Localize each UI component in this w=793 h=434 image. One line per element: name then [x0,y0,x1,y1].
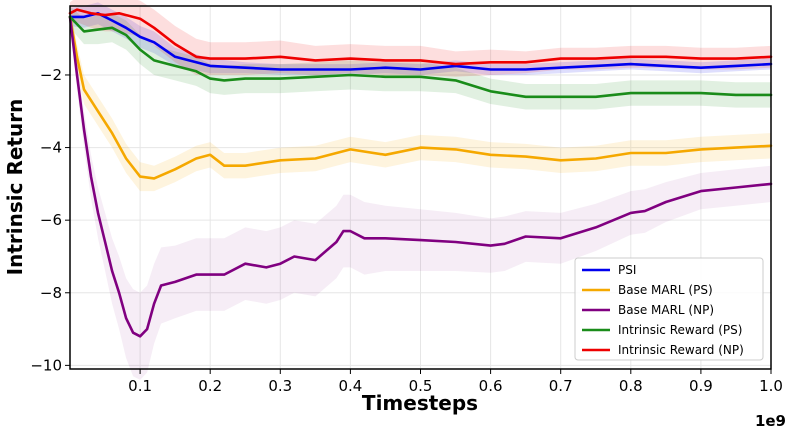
x-tick-label: 0.8 [619,377,643,395]
x-axis-title: Timesteps [362,391,478,415]
legend-label-1: Base MARL (PS) [618,283,713,297]
line-series-3 [68,15,773,99]
legend: PSI Base MARL (PS) Base MARL (NP) Intrinsic… [574,257,764,361]
legend-label-3: Intrinsic Reward (PS) [618,323,742,337]
x-tick-label: 0.5 [409,377,433,395]
line-series-0 [68,12,773,71]
x-tick-label: 0.4 [338,377,362,395]
x-tick-label: 1.0 [759,377,783,395]
line-series-1 [68,15,773,180]
band-series-3 [70,6,771,110]
y-tick-label: −8 [40,284,62,302]
x-tick-label: 0.3 [268,377,292,395]
y-axis-ticks: −2 −4 −6 −8 −10 [30,66,70,374]
x-axis-ticks: 0.1 0.2 0.3 0.4 0.5 0.6 0.7 0.8 0.9 1.0 [128,369,783,395]
x-tick-label: 0.6 [479,377,503,395]
x-tick-label: 0.9 [689,377,713,395]
x-tick-label: 0.2 [198,377,222,395]
line-series-4 [68,8,773,66]
x-tick-label: 0.7 [549,377,573,395]
legend-frame [574,257,764,361]
band-series-2 [70,6,771,380]
legend-label-2: Base MARL (NP) [618,303,714,317]
y-tick-label: −10 [30,356,62,374]
legend-label-0: PSI [618,263,636,277]
y-axis-title: Intrinsic Return [3,99,27,276]
x-tick-label: 0.1 [128,377,152,395]
y-tick-label: −6 [40,211,62,229]
x-axis-scale-label: 1e9 [755,412,786,430]
series-lines [68,8,773,338]
y-tick-label: −2 [40,66,62,84]
line-series-2 [68,15,773,338]
legend-label-4: Intrinsic Reward (NP) [618,343,744,357]
band-series-1 [70,6,771,192]
y-tick-label: −4 [40,139,62,157]
